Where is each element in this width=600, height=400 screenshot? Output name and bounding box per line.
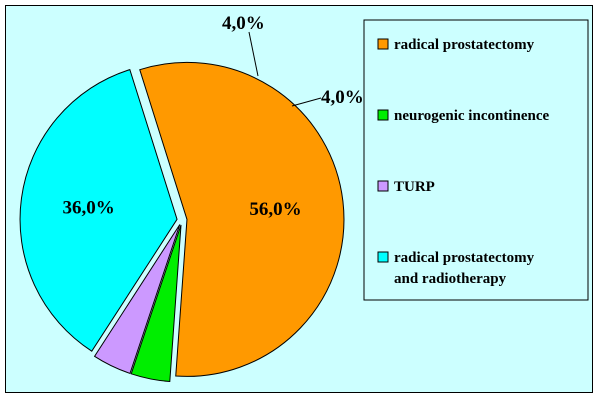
legend-swatch-radical-prostatectomy-radiotherapy (377, 251, 389, 263)
pie-slice-radical-prostatectomy-radiotherapy (19, 68, 178, 352)
pie-slice-radical-prostatectomy (139, 61, 345, 377)
pie-slice-turp (93, 224, 181, 375)
legend-label-neurogenic-incontinence: neurogenic incontinence (394, 108, 549, 124)
pie-label-radical-prostatectomy: 56,0% (249, 199, 301, 220)
pie-label-turp: 4,0% (321, 87, 364, 108)
legend-swatch-turp (377, 180, 389, 192)
pie-label-radical-prostatectomy-radiotherapy: 36,0% (63, 197, 115, 218)
pie-leader-line-turp (291, 97, 322, 107)
legend-label-radical-prostatectomy-radiotherapy-line1: radical prostatectomy (394, 250, 535, 266)
legend-swatch-neurogenic-incontinence (377, 109, 389, 121)
legend-label-radical-prostatectomy: radical prostatectomy (394, 37, 535, 53)
legend-label-turp: TURP (394, 179, 435, 195)
pie-slice-neurogenic-incontinence (130, 224, 182, 383)
legend-swatch-radical-prostatectomy (377, 38, 389, 50)
pie-label-neurogenic-incontinence: 4,0% (222, 13, 265, 34)
pie-slices (19, 61, 345, 383)
pie-leader-line-neurogenic-incontinence (248, 31, 259, 77)
legend: radical prostatectomy neurogenic inconti… (363, 19, 589, 301)
legend-box (363, 19, 589, 301)
pie-labels: 56,0% 4,0% 4,0% 36,0% (63, 13, 364, 220)
legend-label-radical-prostatectomy-radiotherapy-line2: and radiotherapy (394, 271, 507, 287)
